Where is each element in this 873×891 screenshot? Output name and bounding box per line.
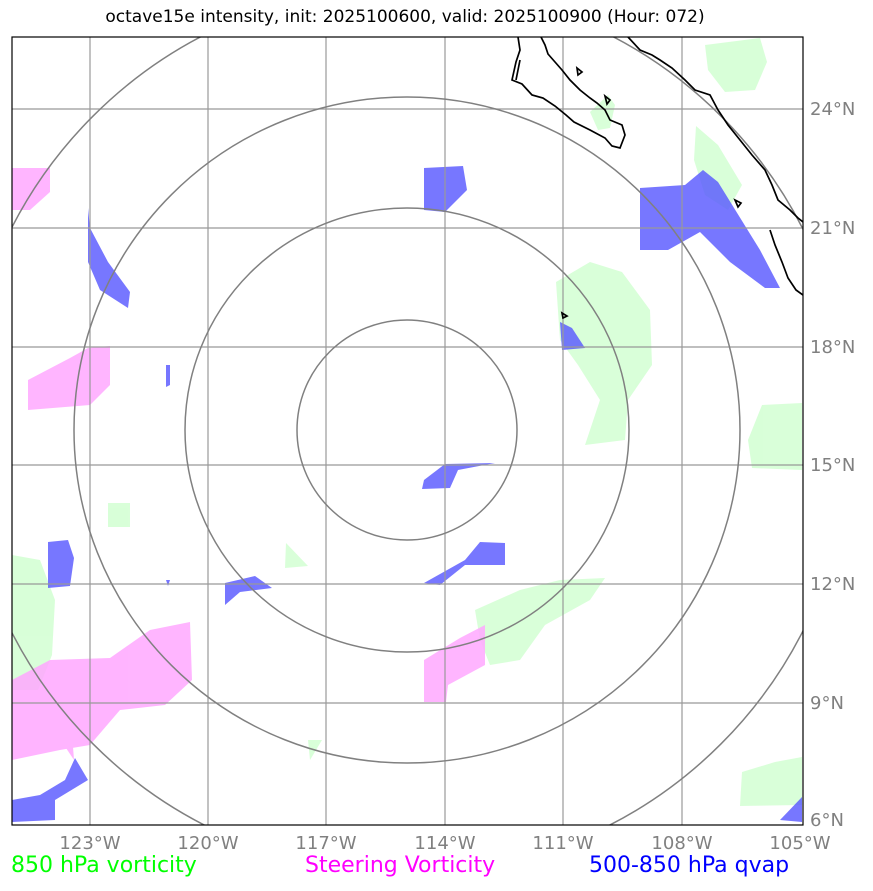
x-tick-label: 105°W: [769, 833, 830, 854]
range-rings: [12, 37, 803, 825]
qvap-areas: [12, 166, 802, 822]
y-tick-label: 18°N: [810, 337, 855, 358]
map-title: octave15e intensity, init: 2025100600, v…: [105, 7, 705, 27]
y-tick-label: 12°N: [810, 574, 855, 595]
legend-850-vorticity: 850 hPa vorticity: [11, 853, 197, 878]
y-tick-label: 24°N: [810, 99, 855, 120]
y-tick-label: 9°N: [810, 693, 844, 714]
coastline: [511, 37, 803, 320]
x-tick-label: 120°W: [177, 833, 238, 854]
x-tick-label: 114°W: [414, 833, 475, 854]
steering-vorticity-areas: [12, 168, 485, 760]
map-frame: [11, 36, 804, 826]
y-tick-label: 21°N: [810, 218, 855, 239]
y-tick-label: 15°N: [810, 455, 855, 476]
x-tick-label: 111°W: [532, 833, 593, 854]
graticule: [12, 37, 803, 825]
y-tick-label: 6°N: [810, 810, 844, 831]
legend-qvap: 500-850 hPa qvap: [589, 853, 790, 878]
x-tick-label: 108°W: [651, 833, 712, 854]
legend-steering-vorticity: Steering Vorticity: [305, 853, 496, 878]
x-tick-label: 117°W: [295, 833, 356, 854]
x-tick-label: 123°W: [59, 833, 120, 854]
